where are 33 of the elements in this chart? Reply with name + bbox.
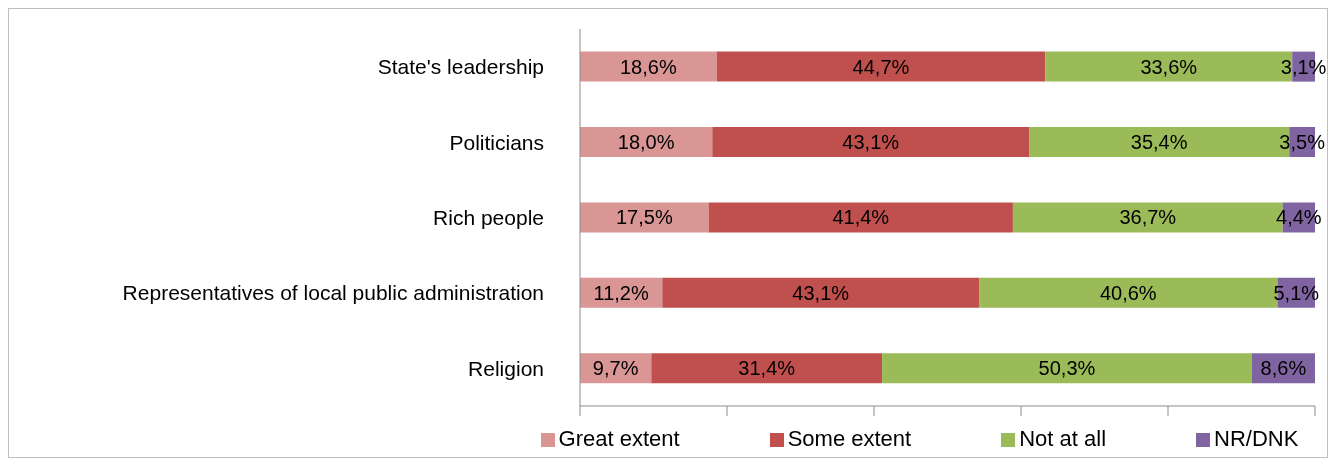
data-label: 33,6% <box>1140 55 1198 78</box>
legend-label: Some extent <box>787 426 912 451</box>
bar <box>716 51 1046 82</box>
legend-label: Great extent <box>558 426 680 451</box>
bar <box>580 51 717 82</box>
data-label: 9,7% <box>592 357 639 380</box>
data-label: 11,2% <box>593 281 649 304</box>
y-tick-label: State's leadership <box>377 55 544 79</box>
data-label: 17,5% <box>615 206 673 229</box>
data-label: 18,0% <box>617 131 675 154</box>
data-label: 43,1% <box>792 281 850 304</box>
data-label: 31,4% <box>738 357 796 380</box>
y-tick-label: Representatives of local public administration <box>122 281 544 305</box>
data-label: 43,1% <box>842 131 900 154</box>
bar <box>712 127 1030 158</box>
data-label: 36,7% <box>1119 206 1177 229</box>
data-label: 40,6% <box>1099 281 1157 304</box>
legend-label: NR/DNK <box>1214 426 1299 451</box>
y-tick-label: Religion <box>468 356 544 380</box>
y-tick-label: Rich people <box>433 205 544 229</box>
data-label: 8,6% <box>1260 357 1307 380</box>
data-label: 35,4% <box>1130 131 1188 154</box>
bar <box>708 202 1013 233</box>
bar <box>662 277 980 308</box>
data-label: 50,3% <box>1038 357 1096 380</box>
data-label: 18,6% <box>620 55 677 78</box>
bar <box>882 353 1252 384</box>
data-label: 41,4% <box>832 206 890 229</box>
bar <box>651 353 883 384</box>
y-tick-label: Politicians <box>449 130 544 154</box>
legend-label: Not at all <box>1019 426 1107 451</box>
bar <box>580 202 709 233</box>
data-label: 44,7% <box>852 55 910 78</box>
